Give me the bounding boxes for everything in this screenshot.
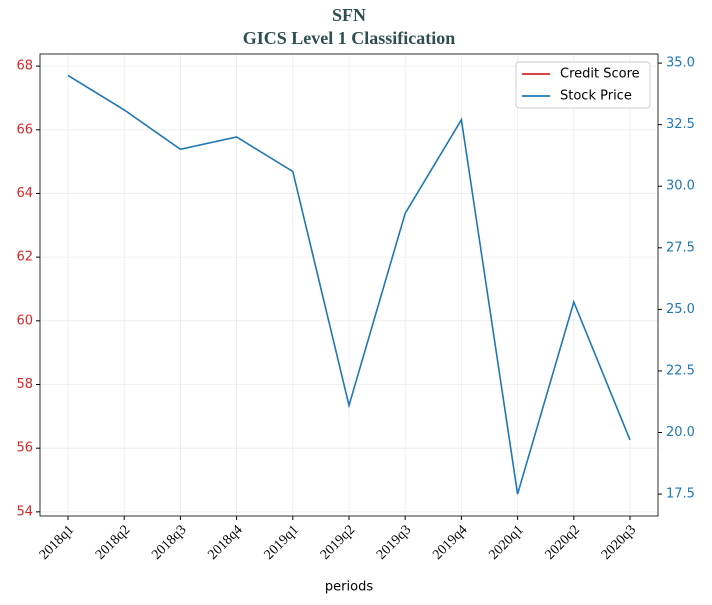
x-tick-label: 2018q1 [37,522,77,562]
x-tick-label: 2019q1 [262,522,302,562]
x-tick-label: 2018q4 [205,522,245,562]
y-tick-label: 58 [16,377,33,392]
x-axis-label: periods [325,580,373,595]
legend: Credit Score Stock Price [515,61,651,109]
y-tick-label: 54 [16,504,33,519]
plot-frame [39,53,659,517]
x-tick-label: 2018q3 [149,522,189,562]
x-tick-label: 2019q2 [318,522,358,562]
y-tick-label: 62 [16,250,33,265]
y-tick-label: 68 [16,59,33,74]
x-tick-label: 2018q2 [93,522,133,562]
y2-tick-label: 20.0 [666,425,695,440]
legend-label: Stock Price [560,89,632,104]
y2-tick-label: 32.5 [666,117,695,132]
y-tick-label: 60 [16,313,33,328]
y2-tick-label: 27.5 [666,240,695,255]
y2-tick-label: 30.0 [666,179,695,194]
y2-tick-label: 25.0 [666,302,695,317]
series-line [67,74,631,495]
x-tick-label: 2020q1 [486,522,526,562]
y-tick-label: 66 [16,122,33,137]
x-tick-label: 2019q4 [430,522,470,562]
chart-subtitle: GICS Level 1 Classification [243,28,456,48]
y2-tick-label: 17.5 [666,487,695,502]
x-tick-label: 2019q3 [374,522,414,562]
x-tick-label: 2020q2 [543,522,583,562]
chart-title: SFN [332,5,366,25]
y2-tick-label: 35.0 [666,56,695,71]
y2-tick-label: 22.5 [666,363,695,378]
legend-label: Credit Score [560,67,640,82]
y-tick-label: 56 [16,441,33,456]
x-tick-label: 2020q3 [599,522,639,562]
y-tick-label: 64 [16,186,33,201]
